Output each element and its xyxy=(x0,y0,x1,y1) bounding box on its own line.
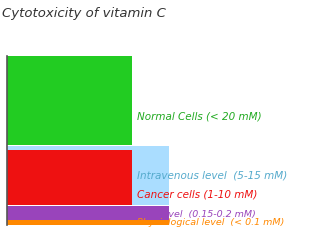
Text: Oral level  (0.15-0.2 mM): Oral level (0.15-0.2 mM) xyxy=(137,210,256,219)
Text: Normal Cells (< 20 mM): Normal Cells (< 20 mM) xyxy=(137,111,262,121)
Bar xyxy=(7,56,131,145)
Bar xyxy=(7,146,170,205)
Bar xyxy=(7,220,170,225)
Text: Intravenous level  (5-15 mM): Intravenous level (5-15 mM) xyxy=(137,170,287,180)
Text: Cytotoxicity of vitamin C: Cytotoxicity of vitamin C xyxy=(2,7,166,20)
Bar xyxy=(7,206,170,220)
Bar xyxy=(7,150,131,205)
Text: Cancer cells (1-10 mM): Cancer cells (1-10 mM) xyxy=(137,189,257,199)
Text: Physiological level  (< 0.1 mM): Physiological level (< 0.1 mM) xyxy=(137,218,284,227)
